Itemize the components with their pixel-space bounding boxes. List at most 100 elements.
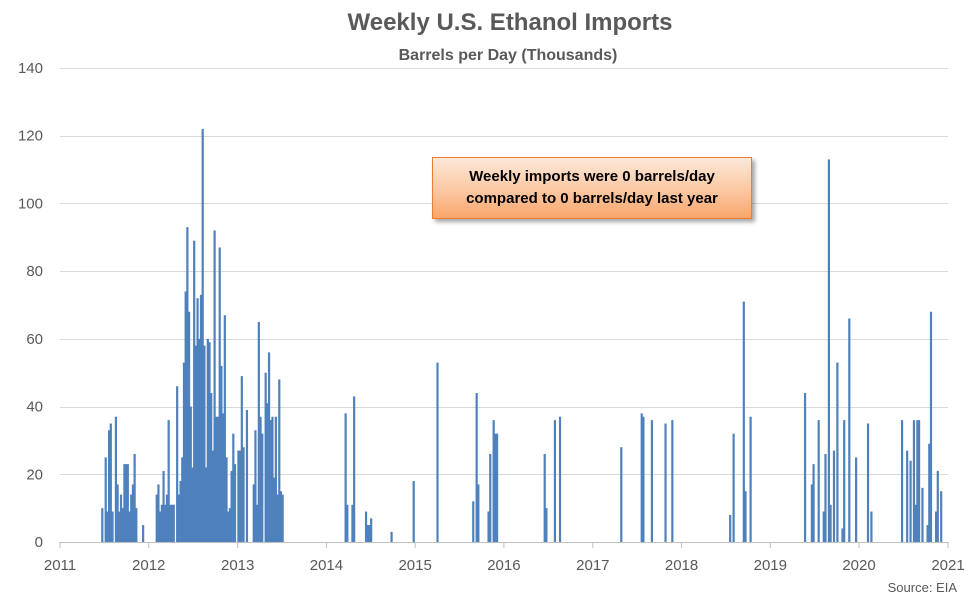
bar (940, 491, 943, 542)
bar (269, 420, 272, 542)
bar (157, 484, 160, 542)
bar (274, 416, 277, 542)
bar (650, 420, 654, 542)
bar (351, 504, 354, 542)
bar (436, 362, 439, 542)
bar (159, 511, 162, 542)
bar (489, 453, 492, 542)
bar (827, 159, 830, 542)
bar (803, 393, 807, 542)
y-tick-label: 80 (26, 263, 43, 280)
bar (182, 362, 186, 542)
x-tick-label: 2011 (44, 557, 76, 574)
bar (170, 504, 174, 542)
bar (492, 420, 495, 542)
bar (364, 511, 368, 542)
y-axis-tick-labels: 0 20 40 60 80 100 120 140 (18, 60, 43, 551)
bar (211, 450, 215, 542)
bar (553, 420, 557, 542)
bar (133, 453, 136, 542)
bar (227, 511, 230, 542)
bar (245, 409, 249, 542)
bar (620, 447, 623, 542)
bar (123, 464, 126, 542)
bar (836, 362, 839, 542)
bar (177, 494, 180, 542)
bar (929, 311, 933, 542)
bar (866, 423, 870, 542)
bar (545, 508, 548, 542)
bar (266, 403, 269, 542)
bar (237, 450, 240, 542)
bar (118, 511, 121, 542)
bar (936, 470, 939, 542)
bar (817, 420, 820, 542)
bar (744, 491, 747, 542)
bar (642, 416, 645, 542)
bar (829, 504, 832, 542)
bar (267, 352, 271, 542)
bar (278, 379, 281, 542)
y-tick-label: 40 (26, 399, 43, 416)
bar (106, 511, 109, 542)
bar (832, 450, 836, 542)
bar (126, 464, 129, 542)
y-tick-label: 140 (18, 60, 43, 77)
bar (252, 484, 255, 542)
bar (917, 420, 921, 542)
bar (475, 393, 478, 542)
bar (125, 464, 128, 542)
bar (848, 318, 851, 542)
x-axis-ticks (59, 542, 949, 548)
bar (232, 433, 235, 542)
bar (164, 504, 167, 542)
bar (111, 511, 114, 542)
bar (213, 230, 216, 542)
bar (142, 525, 145, 542)
bar (909, 460, 912, 542)
bar (228, 508, 232, 542)
bar (162, 470, 165, 542)
bar (191, 467, 194, 542)
bar (264, 372, 267, 542)
bar (116, 484, 119, 542)
x-tick-label: 2018 (665, 557, 698, 574)
bar (926, 525, 929, 542)
bar (131, 484, 135, 542)
bar (900, 420, 904, 542)
bar (273, 477, 276, 542)
bar (186, 227, 189, 542)
source-label: Source: EIA (888, 580, 958, 595)
bar (128, 511, 131, 542)
bar (812, 464, 815, 542)
bar (114, 416, 118, 542)
bar (906, 450, 909, 542)
chart-subtitle: Barrels per Day (Thousands) (399, 47, 618, 64)
bar (184, 291, 187, 542)
bar (181, 457, 184, 542)
bar (346, 504, 349, 542)
bar (934, 511, 938, 542)
bar (216, 416, 220, 542)
bar (215, 416, 218, 542)
bar (130, 494, 133, 542)
bar (370, 518, 373, 542)
bar (109, 423, 112, 542)
y-tick-label: 60 (26, 331, 43, 348)
bar (477, 484, 480, 542)
bar (921, 487, 924, 542)
chart-title: Weekly U.S. Ethanol Imports (348, 9, 673, 36)
bar (167, 420, 170, 542)
bar (353, 396, 356, 542)
bar (276, 494, 279, 542)
bar (101, 508, 104, 542)
bar (199, 294, 203, 542)
bar (208, 342, 211, 542)
bar (729, 514, 732, 542)
bar (742, 301, 745, 542)
bar (240, 376, 243, 542)
y-tick-label: 0 (35, 534, 43, 551)
x-tick-label: 2014 (310, 557, 343, 574)
bar (928, 443, 931, 542)
